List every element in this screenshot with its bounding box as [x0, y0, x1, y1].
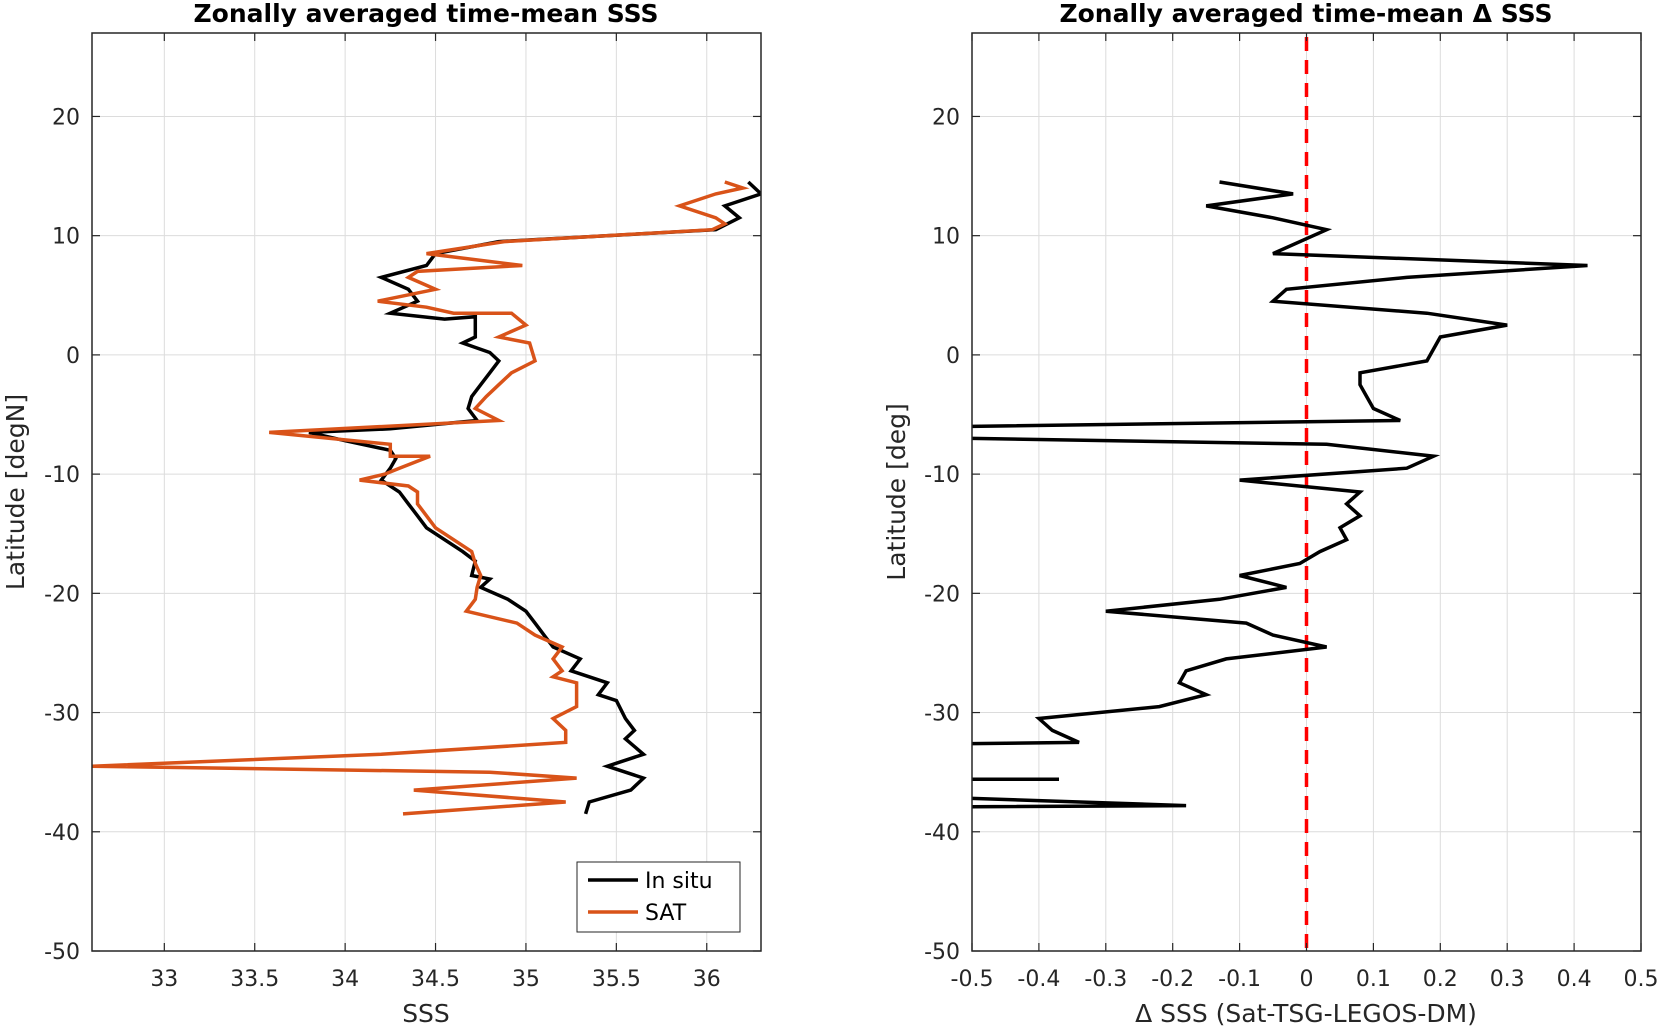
legend-label-sat: SAT — [645, 901, 687, 926]
y-tick-label: -40 — [924, 821, 960, 846]
chart-title: Zonally averaged time-mean Δ SSS — [1060, 0, 1553, 28]
right-panel-delta-sss: -0.5 -0.4 -0.3 -0.2 -0.1 0 0.1 0.2 0.3 0.4 0.5 -50 -… — [882, 0, 1659, 1026]
y-tick-label: 20 — [932, 105, 960, 130]
series-line-in-situ — [308, 180, 761, 815]
y-tick-label: -30 — [44, 702, 80, 727]
series-line-delta-sss — [972, 796, 1187, 809]
y-tick-label: 20 — [52, 105, 80, 130]
x-tick-label: 35.5 — [592, 967, 641, 992]
series-line-sat — [92, 180, 750, 816]
x-axis-label: Δ SSS (Sat-TSG-LEGOS-DM) — [1135, 999, 1477, 1026]
x-tick-label: -0.5 — [951, 967, 994, 992]
x-tick-label: -0.3 — [1084, 967, 1127, 992]
y-tick-label: -10 — [924, 463, 960, 488]
x-tick-label: -0.4 — [1017, 967, 1060, 992]
x-tick-label: 0.2 — [1423, 967, 1458, 992]
series-line-delta-sss — [972, 436, 1441, 746]
x-tick-label: 33.5 — [230, 967, 279, 992]
x-tick-label: 0.3 — [1490, 967, 1525, 992]
x-tick-label: 33 — [150, 967, 178, 992]
axes-frame — [91, 32, 762, 952]
series-layer — [92, 180, 761, 816]
x-tick-label: 34 — [331, 967, 359, 992]
x-tick-label: 0.4 — [1557, 967, 1592, 992]
legend-label-in-situ: In situ — [645, 869, 713, 894]
series-layer — [972, 37, 1588, 951]
chart-title: Zonally averaged time-mean SSS — [194, 0, 659, 28]
y-tick-label: 0 — [946, 344, 960, 369]
plot-area-background — [92, 33, 761, 951]
y-axis-label: Latitude [deg] — [882, 403, 911, 580]
y-axis-label: Latitude [degN] — [1, 394, 30, 590]
x-tick-label: 34.5 — [411, 967, 460, 992]
y-tick-label: 10 — [932, 225, 960, 250]
x-tick-label: -0.1 — [1218, 967, 1261, 992]
y-tick-label: -10 — [44, 463, 80, 488]
legend: In situ SAT — [576, 861, 741, 933]
legend-box — [576, 861, 741, 933]
tick-layer: 33 33.5 34 34.5 35 35.5 36 -50 -40 -30 -20 -10 0 10 20 — [44, 33, 761, 992]
x-tick-label: 0.5 — [1624, 967, 1659, 992]
y-tick-label: 0 — [66, 344, 80, 369]
y-tick-label: -20 — [44, 582, 80, 607]
y-tick-label: -50 — [924, 940, 960, 965]
series-line-delta-sss — [972, 180, 1588, 429]
x-axis-label: SSS — [402, 999, 450, 1026]
y-tick-label: 10 — [52, 225, 80, 250]
left-panel-sss: 33 33.5 34 34.5 35 35.5 36 -50 -40 -30 -20 -10 0 10 20… — [1, 0, 762, 1026]
y-tick-label: -30 — [924, 702, 960, 727]
x-tick-label: 0 — [1300, 967, 1314, 992]
x-tick-label: 0.1 — [1356, 967, 1391, 992]
y-tick-label: -20 — [924, 582, 960, 607]
x-tick-label: 36 — [693, 967, 721, 992]
x-tick-label: 35 — [512, 967, 540, 992]
y-tick-label: -40 — [44, 821, 80, 846]
tick-layer: -0.5 -0.4 -0.3 -0.2 -0.1 0 0.1 0.2 0.3 0.4 0.5 -50 -… — [924, 33, 1659, 992]
x-tick-label: -0.2 — [1151, 967, 1194, 992]
y-tick-label: -50 — [44, 940, 80, 965]
